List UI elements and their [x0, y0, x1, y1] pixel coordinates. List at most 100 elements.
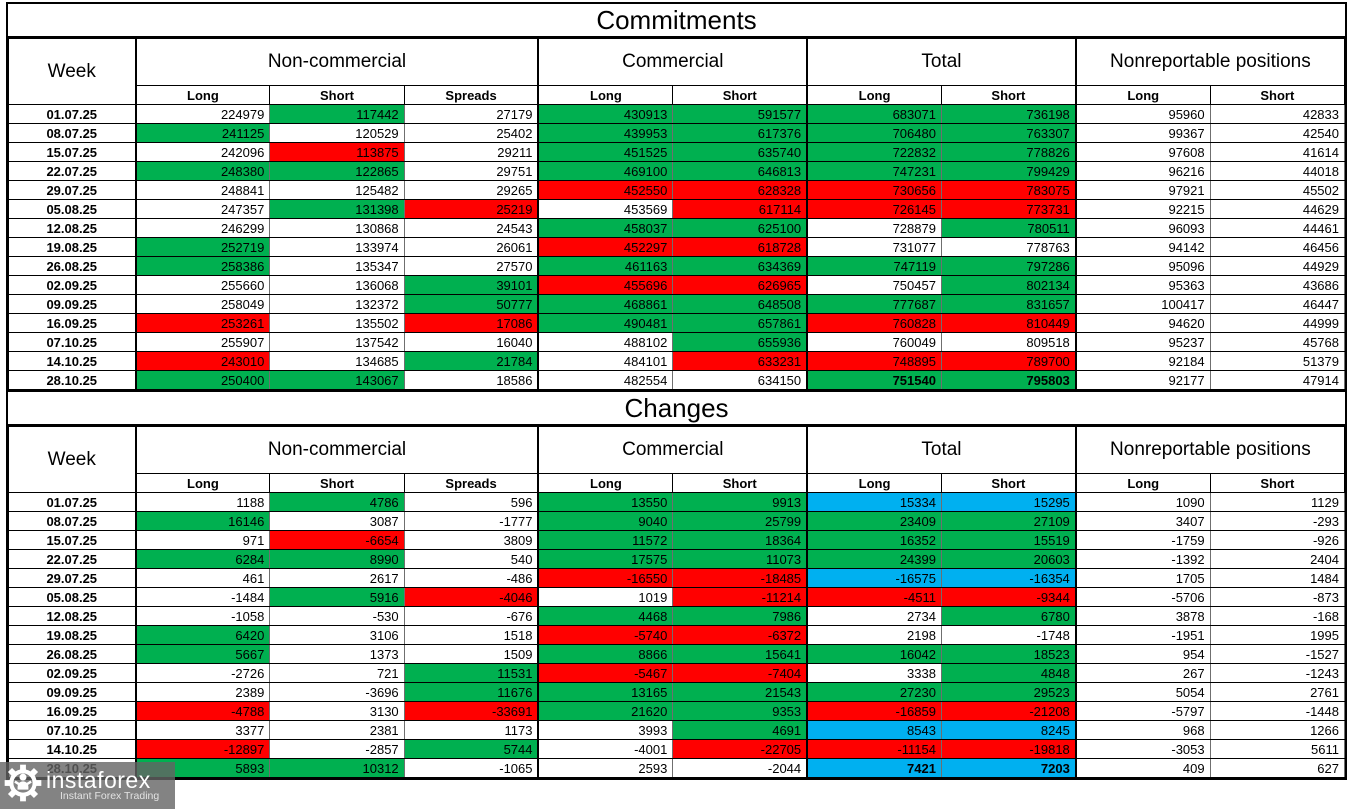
week-cell: 01.07.25 [8, 104, 136, 124]
table-row: 29.07.25 248841 125482 29265 452550 628328 730… [8, 180, 1346, 200]
week-cell: 05.08.25 [8, 587, 136, 607]
value-cell: 15519 [940, 530, 1077, 550]
value-cell: 634369 [672, 256, 808, 276]
group-header-non-commercial: Non-commercial [134, 38, 539, 86]
value-cell: 773731 [940, 199, 1077, 219]
value-cell: -1243 [1209, 663, 1346, 683]
col-header: Spreads [403, 473, 539, 493]
week-cell: 02.09.25 [8, 275, 136, 295]
table-row: 22.07.25 6284 8990 540 17575 11073 24399 20603-… [8, 549, 1346, 569]
value-cell: 728879 [806, 218, 942, 238]
value-cell: 453569 [537, 199, 674, 219]
value-cell: -22705 [672, 739, 808, 759]
value-cell: 17575 [537, 549, 674, 569]
value-cell: 721 [269, 663, 405, 683]
value-cell: 21620 [537, 701, 674, 721]
value-cell: 29523 [940, 682, 1077, 702]
value-cell: 16042 [806, 644, 942, 664]
value-cell: 1090 [1074, 492, 1211, 512]
col-header: Short [940, 85, 1077, 105]
value-cell: -873 [1209, 587, 1346, 607]
table-row: 02.09.25 255660 136068 39101 455696 626965 750… [8, 275, 1346, 295]
value-cell: 23409 [806, 511, 942, 531]
value-cell: 726145 [806, 199, 942, 219]
value-cell: 29265 [403, 180, 539, 200]
value-cell: -1065 [403, 758, 539, 778]
value-cell: 2593 [537, 758, 674, 778]
value-cell: 657861 [672, 313, 808, 333]
value-cell: 242096 [134, 142, 271, 162]
value-cell: -3696 [269, 682, 405, 702]
value-cell: 7421 [806, 758, 942, 778]
watermark-brand: instaforex [46, 767, 151, 793]
table-row: 26.08.25 5667 1373 1509 8866 15641 16042 18523 9… [8, 644, 1346, 664]
value-cell: 13550 [537, 492, 674, 512]
value-cell: 617114 [672, 199, 808, 219]
table-row: 01.07.25 224979 117442 27179 430913 591577 683… [8, 104, 1346, 124]
value-cell: 94620 [1074, 313, 1211, 333]
value-cell: 1484 [1209, 568, 1346, 588]
value-cell: 461163 [537, 256, 674, 276]
value-cell: 100417 [1074, 294, 1211, 314]
table-row: 15.07.25 242096 113875 29211 451525 635740 722… [8, 142, 1346, 162]
value-cell: -1527 [1209, 644, 1346, 664]
value-cell: 633231 [672, 351, 808, 371]
value-cell: 6780 [940, 606, 1077, 626]
value-cell: 617376 [672, 123, 808, 143]
value-cell: 3407 [1074, 511, 1211, 531]
group-header-non-commercial: Non-commercial [134, 426, 539, 474]
value-cell: 3106 [269, 625, 405, 645]
value-cell: 7986 [672, 606, 808, 626]
week-cell: 22.07.25 [8, 161, 136, 181]
value-cell: 95363 [1074, 275, 1211, 295]
value-cell: 92177 [1074, 370, 1211, 390]
value-cell: 253261 [134, 313, 271, 333]
value-cell: -1951 [1074, 625, 1211, 645]
value-cell: 11676 [403, 682, 539, 702]
col-header: Long [134, 473, 271, 493]
value-cell: 117442 [269, 104, 405, 124]
value-cell: 628328 [672, 180, 808, 200]
week-cell: 09.09.25 [8, 294, 136, 314]
value-cell: 42833 [1209, 104, 1346, 124]
value-cell: -2857 [269, 739, 405, 759]
value-cell: 618728 [672, 237, 808, 257]
week-cell: 15.07.25 [8, 142, 136, 162]
week-cell: 16.09.25 [8, 701, 136, 721]
col-header: Short [269, 85, 405, 105]
value-cell: 130868 [269, 218, 405, 238]
week-cell: 08.07.25 [8, 123, 136, 143]
value-cell: 21543 [672, 682, 808, 702]
value-cell: 243010 [134, 351, 271, 371]
value-cell: -5740 [537, 625, 674, 645]
week-cell: 07.10.25 [8, 720, 136, 740]
value-cell: 42540 [1209, 123, 1346, 143]
value-cell: 13165 [537, 682, 674, 702]
value-cell: -530 [269, 606, 405, 626]
col-header: Long [537, 85, 674, 105]
value-cell: 954 [1074, 644, 1211, 664]
group-header-nonreportable: Nonreportable positions [1074, 426, 1345, 474]
table-row: 29.07.25 461 2617 -486 -16550 -18485 -16575 -16… [8, 568, 1346, 588]
value-cell: 488102 [537, 332, 674, 352]
value-cell: 2617 [269, 568, 405, 588]
value-cell: 777687 [806, 294, 942, 314]
table-row: 16.09.25 -4788 3130 -33691 21620 9353 -16859 -2… [8, 701, 1346, 721]
col-header: Long [134, 85, 271, 105]
value-cell: 143067 [269, 370, 405, 390]
value-cell: 44999 [1209, 313, 1346, 333]
value-cell: 831657 [940, 294, 1077, 314]
value-cell: 94142 [1074, 237, 1211, 257]
value-cell: 113875 [269, 142, 405, 162]
value-cell: 17086 [403, 313, 539, 333]
col-header: Long [806, 85, 942, 105]
value-cell: 11073 [672, 549, 808, 569]
col-header: Short [269, 473, 405, 493]
week-cell: 01.07.25 [8, 492, 136, 512]
value-cell: -9344 [940, 587, 1077, 607]
value-cell: 461 [134, 568, 271, 588]
value-cell: 29211 [403, 142, 539, 162]
value-cell: 133974 [269, 237, 405, 257]
value-cell: 135347 [269, 256, 405, 276]
value-cell: 751540 [806, 370, 942, 390]
